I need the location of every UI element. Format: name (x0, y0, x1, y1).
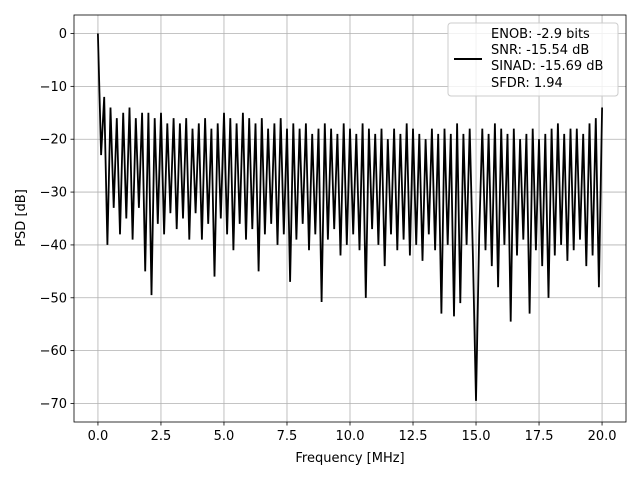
legend-sfdr: SFDR: 1.94 (491, 76, 563, 91)
psd-series-line (97, 33, 603, 401)
y-tick-label: −20 (40, 133, 67, 148)
y-tick-label: −50 (40, 291, 67, 306)
x-axis: 0.0 2.5 5.0 7.5 10.0 12.5 15.0 17.5 20.0 (88, 422, 617, 444)
legend-snr: SNR: -15.54 dB (491, 43, 589, 58)
y-tick-label: −30 (40, 186, 67, 201)
x-tick-label: 17.5 (525, 429, 554, 444)
x-axis-label: Frequency [MHz] (295, 451, 404, 466)
x-tick-label: 0.0 (88, 429, 109, 444)
legend-box (447, 22, 619, 97)
y-tick-label: −10 (40, 80, 67, 95)
x-tick-label: 7.5 (277, 429, 298, 444)
plot-data (97, 33, 603, 401)
legend: ENOB: -2.9 bits SNR: -15.54 dB SINAD: -1… (447, 22, 619, 97)
y-tick-label: −60 (40, 344, 67, 359)
legend-sinad: SINAD: -15.69 dB (491, 59, 603, 74)
y-tick-label: −40 (40, 238, 67, 253)
x-tick-label: 20.0 (588, 429, 617, 444)
y-axis-label: PSD [dB] (14, 189, 29, 247)
legend-enob: ENOB: -2.9 bits (491, 27, 590, 42)
y-tick-label: −70 (40, 397, 67, 412)
x-tick-label: 12.5 (399, 429, 428, 444)
y-tick-label: 0 (59, 27, 67, 42)
y-axis: 0 −10 −20 −30 −40 −50 −60 −70 (40, 27, 74, 412)
x-tick-label: 15.0 (462, 429, 491, 444)
x-tick-label: 10.0 (336, 429, 365, 444)
x-tick-label: 5.0 (214, 429, 235, 444)
x-tick-label: 2.5 (151, 429, 172, 444)
